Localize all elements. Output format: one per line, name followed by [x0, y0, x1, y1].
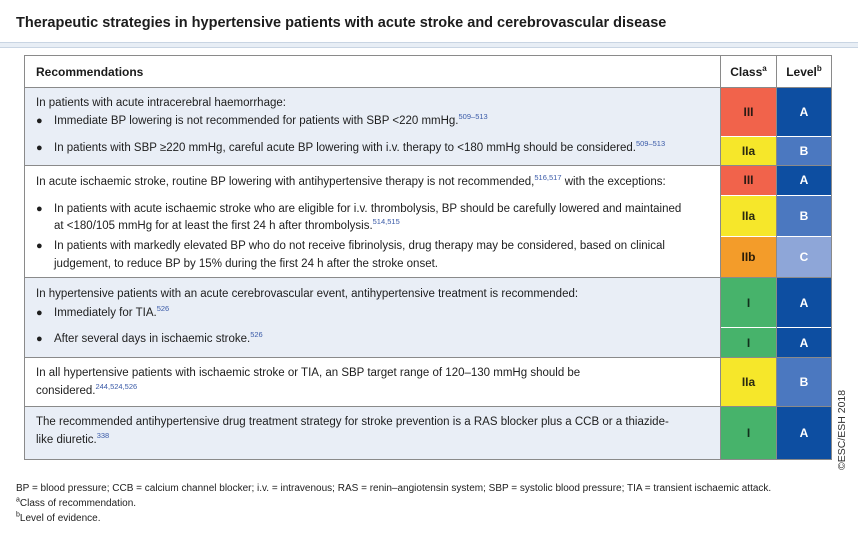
level-badge: A: [777, 278, 831, 329]
level-column: A: [776, 407, 831, 459]
bullet-icon: ●: [36, 240, 43, 252]
group-ich-text: In patients with acute intracerebral hae…: [25, 88, 720, 165]
group-cerebrovascular-text: In hypertensive patients with an acute c…: [25, 278, 720, 357]
group-ich: In patients with acute intracerebral hae…: [25, 88, 831, 166]
group-ischaemic: In acute ischaemic stroke, routine BP lo…: [25, 166, 831, 278]
class-badge: III: [721, 88, 776, 138]
footnote-abbreviations: BP = blood pressure; CCB = calcium chann…: [16, 483, 772, 494]
header-class-sup: a: [762, 63, 767, 73]
footnote-b: bLevel of evidence.: [16, 511, 101, 524]
level-badge: C: [777, 237, 831, 277]
rec-line-cont: considered.244,524,526: [36, 382, 138, 397]
level-badge: A: [777, 407, 831, 459]
bullet-icon: ●: [36, 115, 43, 127]
copyright-text: ©ESC/ESH 2018: [836, 389, 848, 470]
class-badge: I: [721, 407, 776, 459]
rec-bullet: ● In patients with SBP ≥220 mmHg, careful…: [36, 139, 666, 154]
class-column: IIa: [720, 358, 776, 406]
rec-line: In patients with acute intracerebral hae…: [36, 97, 286, 109]
level-badge: B: [777, 195, 831, 238]
group-ischaemic-text: In acute ischaemic stroke, routine BP lo…: [25, 166, 720, 277]
rec-line-cont: like diuretic.338: [36, 431, 110, 446]
rec-line: In all hypertensive patients with ischae…: [36, 367, 581, 379]
rec-bullet: ● In patients with markedly elevated BP w…: [36, 240, 665, 252]
header-class-label: Class: [730, 64, 763, 79]
class-column: I I: [720, 278, 776, 357]
recommendations-table: Recommendations Classa Levelb In patient…: [24, 55, 832, 460]
level-badge: B: [777, 137, 831, 165]
class-badge: IIa: [721, 195, 776, 238]
level-column: A B: [776, 88, 831, 165]
header-level: Levelb: [776, 56, 831, 87]
rec-line-cont: judgement, to reduce BP by 15% during th…: [54, 258, 438, 270]
bullet-icon: ●: [36, 203, 43, 215]
level-column: B: [776, 358, 831, 406]
level-column: A B C: [776, 166, 831, 277]
class-column: III IIa: [720, 88, 776, 165]
class-badge: I: [721, 278, 776, 329]
level-column: A A: [776, 278, 831, 357]
title-rule: [0, 42, 858, 48]
level-badge: A: [777, 166, 831, 196]
rec-bullet: ● Immediately for TIA.526: [36, 304, 170, 319]
class-badge: IIa: [721, 137, 776, 165]
header-recommendations: Recommendations: [36, 65, 144, 79]
rec-line: The recommended antihypertensive drug tr…: [36, 416, 669, 428]
group-drug-strategy-text: The recommended antihypertensive drug tr…: [25, 407, 720, 459]
header-level-label: Level: [786, 64, 817, 79]
level-badge: B: [777, 358, 831, 406]
group-target-text: In all hypertensive patients with ischae…: [25, 358, 720, 406]
class-badge: IIb: [721, 237, 776, 277]
rec-bullet: ● Immediate BP lowering is not recommende…: [36, 112, 488, 127]
class-badge: IIa: [721, 358, 776, 406]
bullet-icon: ●: [36, 307, 43, 319]
class-badge: III: [721, 166, 776, 196]
rec-line: In hypertensive patients with an acute c…: [36, 288, 579, 300]
level-badge: A: [777, 88, 831, 138]
header-class: Classa: [720, 56, 776, 87]
rec-line-cont: at <180/105 mmHg for at least the first …: [54, 217, 400, 232]
copyright-vertical: ©ESC/ESH 2018: [836, 390, 848, 480]
class-column: III IIa IIb: [720, 166, 776, 277]
bullet-icon: ●: [36, 333, 43, 345]
group-target: In all hypertensive patients with ischae…: [25, 358, 831, 407]
rec-bullet: ● After several days in ischaemic stroke.…: [36, 330, 263, 345]
rec-bullet: ● In patients with acute ischaemic stroke…: [36, 203, 682, 215]
level-badge: A: [777, 328, 831, 357]
table-title: Therapeutic strategies in hypertensive p…: [16, 15, 667, 31]
table-header: Recommendations Classa Levelb: [25, 56, 831, 88]
group-drug-strategy: The recommended antihypertensive drug tr…: [25, 407, 831, 459]
class-badge: I: [721, 328, 776, 357]
header-level-sup: b: [816, 63, 822, 73]
group-cerebrovascular: In hypertensive patients with an acute c…: [25, 278, 831, 358]
footnote-a: aClass of recommendation.: [16, 496, 137, 509]
class-column: I: [720, 407, 776, 459]
rec-line: In acute ischaemic stroke, routine BP lo…: [36, 173, 666, 188]
bullet-icon: ●: [36, 142, 43, 154]
footnotes: BP = blood pressure; CCB = calcium chann…: [16, 481, 816, 526]
